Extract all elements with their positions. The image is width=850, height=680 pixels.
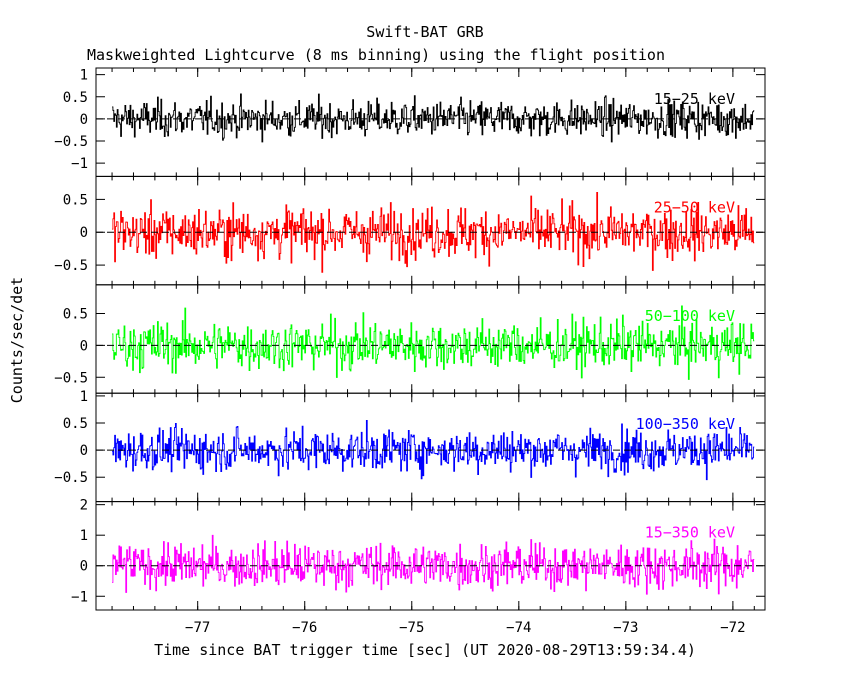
lightcurve-series [112,534,755,595]
panel-1: −1 −0.5 0 0.5 1 15−25 keV [54,67,766,177]
y-tick-label: 0.5 [63,90,88,106]
x-tick-label: −75 [399,620,424,636]
y-tick-label: 0 [80,112,88,128]
y-tick-label: 0.5 [63,306,88,322]
y-tick-label: −1 [71,156,88,172]
y-axis-label: Counts/sec/det [8,277,26,403]
x-tick-label: −74 [506,620,531,636]
panel-4: −0.5 0 0.5 1 100−350 keV [54,389,766,503]
energy-band-label: 50−100 keV [645,307,735,325]
x-axis-label: Time since BAT trigger time [sec] (UT 20… [154,641,696,659]
lightcurve-series [112,305,755,380]
y-tick-label: 1 [80,389,88,405]
y-tick-label: −1 [71,589,88,605]
energy-band-label: 15−350 keV [645,524,735,542]
lightcurve-series [112,420,755,481]
chart-subtitle: Maskweighted Lightcurve (8 ms binning) u… [87,46,665,64]
panel-frame [95,67,766,177]
panel-2: −0.5 0 0.5 25−50 keV [54,175,766,286]
energy-band-label: 25−50 keV [654,198,735,216]
y-tick-label: −0.5 [54,470,88,486]
y-tick-label: 0.5 [63,416,88,432]
y-tick-label: 0 [80,559,88,575]
x-tick-label: −73 [613,620,638,636]
y-tick-label: −0.5 [54,258,88,274]
y-tick-label: 0 [80,443,88,459]
y-tick-label: 1 [80,528,88,544]
panel-frame [95,284,766,394]
y-tick-label: 0.5 [63,192,88,208]
lightcurve-series [112,191,755,273]
y-tick-label: 0 [80,225,88,241]
y-tick-label: −0.5 [54,370,88,386]
y-tick-label: 2 [80,498,88,514]
panel-frame [95,501,766,611]
x-tick-label: −76 [292,620,317,636]
energy-band-label: 100−350 keV [636,415,735,433]
x-tick-label: −77 [185,620,210,636]
y-tick-label: 0 [80,338,88,354]
y-tick-label: 1 [80,68,88,84]
x-tick-label: −72 [720,620,745,636]
energy-band-label: 15−25 keV [654,90,735,108]
chart-title: Swift-BAT GRB [366,23,483,41]
y-tick-label: −0.5 [54,134,88,150]
panel-3: −0.5 0 0.5 50−100 keV [54,284,766,394]
panel-5: −1 0 1 2 15−350 keV [71,498,766,611]
